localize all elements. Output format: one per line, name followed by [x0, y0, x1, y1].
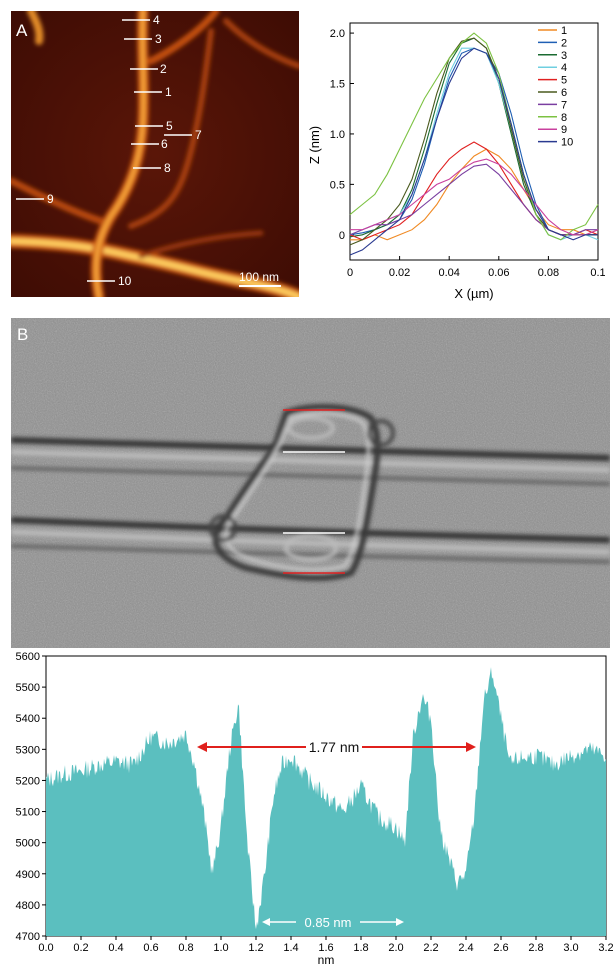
tem-image: B: [10, 318, 611, 648]
intensity-y-tick-label: 5400: [16, 713, 40, 725]
arrow-177-left-head: [197, 742, 207, 752]
tem-particle: [209, 403, 395, 581]
intensity-x-tick-label: 2.6: [493, 942, 508, 954]
intensity-y-tick-label: 4900: [16, 869, 40, 881]
afm-profile-lines: [16, 19, 281, 287]
profile-legend-label-6: 6: [561, 87, 567, 99]
afm-label-3: 3: [155, 32, 162, 46]
profile-legend-label-1: 1: [561, 25, 567, 37]
arrow-085-left-head: [262, 918, 270, 926]
profile-legend-label-2: 2: [561, 37, 567, 49]
afm-label-8: 8: [164, 161, 171, 175]
profile-x-tick-label: 0.06: [488, 267, 509, 279]
intensity-x-tick-label: 0.6: [143, 942, 158, 954]
intensity-axis-ticks: 0.0 0.2 0.4 0.6 0.8 1.0 1.2 1.4 1.6 1.8 2.0 2.2 2.4 2…: [16, 651, 613, 954]
afm-label-7: 7: [195, 128, 202, 142]
afm-image: 4 3 2 1 5 6 7 8 9 10 100 nm A: [4, 5, 306, 304]
profile-legend-label-5: 5: [561, 75, 567, 87]
intensity-x-tick-label: 3.0: [563, 942, 578, 954]
profile-series-line-8: [349, 32, 599, 241]
afm-scale-bar-label: 100 nm: [239, 270, 279, 284]
intensity-y-tick-label: 5200: [16, 775, 40, 787]
profile-chart-svg: 0 0.02 0.04 0.06 0.08 0.1 0 0.5 1.0 1.5 2.0 123456…: [307, 22, 606, 301]
panel-b-letter: B: [17, 325, 28, 344]
profile-x-tick-label: 0.02: [389, 267, 410, 279]
annotation-085-nm: 0.85 nm: [305, 915, 352, 930]
profile-y-tick-label: 1.5: [330, 79, 345, 91]
arrow-177-right-head: [466, 742, 476, 752]
intensity-x-tick-label: 3.2: [598, 942, 613, 954]
intensity-area: [46, 667, 606, 936]
intensity-chart: 0.0 0.2 0.4 0.6 0.8 1.0 1.2 1.4 1.6 1.8 2.0 2.2 2.4 2…: [0, 650, 613, 967]
profile-series-lines: [349, 32, 599, 256]
afm-label-4: 4: [153, 13, 160, 27]
profile-axis-ticks: 0 0.02 0.04 0.06 0.08 0.1 0 0.5 1.0 1.5 2.0: [330, 28, 606, 279]
intensity-y-tick-label: 5600: [16, 651, 40, 663]
intensity-y-tick-label: 4800: [16, 900, 40, 912]
profile-legend-label-7: 7: [561, 99, 567, 111]
profile-y-tick-label: 0.5: [330, 179, 345, 191]
intensity-y-tick-label: 4700: [16, 931, 40, 943]
intensity-chart-svg: 0.0 0.2 0.4 0.6 0.8 1.0 1.2 1.4 1.6 1.8 2.0 2.2 2.4 2…: [16, 651, 613, 967]
profile-legend-label-9: 9: [561, 124, 567, 136]
profile-y-tick-label: 0: [339, 230, 345, 242]
tem-image-svg: B: [10, 318, 611, 648]
afm-label-6: 6: [161, 137, 168, 151]
tem-measure-lines: [283, 409, 345, 574]
afm-label-10: 10: [118, 274, 132, 288]
intensity-x-tick-label: 1.8: [353, 942, 368, 954]
intensity-y-tick-label: 5100: [16, 807, 40, 819]
intensity-x-tick-label: 0.2: [73, 942, 88, 954]
profile-series-line-1: [350, 148, 599, 241]
profile-y-axis-label: Z (nm): [307, 126, 322, 164]
intensity-x-tick-label: 1.2: [248, 942, 263, 954]
intensity-y-tick-label: 5500: [16, 682, 40, 694]
profile-x-axis-label: X (µm): [454, 286, 493, 301]
profile-legend-label-3: 3: [561, 50, 567, 62]
intensity-x-axis-label: nm: [318, 953, 335, 967]
tem-noise: [11, 318, 610, 648]
intensity-x-tick-label: 2.4: [458, 942, 473, 954]
profile-y-tick-label: 1.0: [330, 129, 345, 141]
profile-legend-label-4: 4: [561, 62, 567, 74]
intensity-x-tick-label: 0.0: [38, 942, 53, 954]
intensity-x-tick-label: 2.2: [423, 942, 438, 954]
profile-x-tick-label: 0: [347, 267, 353, 279]
intensity-y-tick-label: 5000: [16, 838, 40, 850]
arrow-085-right-head: [396, 918, 404, 926]
profile-x-tick-label: 0.1: [590, 267, 605, 279]
profile-legend-label-8: 8: [561, 112, 567, 124]
intensity-x-tick-label: 0.4: [108, 942, 123, 954]
intensity-x-tick-label: 2.0: [388, 942, 403, 954]
intensity-x-tick-label: 1.4: [283, 942, 298, 954]
intensity-y-tick-label: 5300: [16, 744, 40, 756]
afm-label-9: 9: [47, 192, 54, 206]
afm-label-2: 2: [160, 62, 167, 76]
intensity-x-tick-label: 2.8: [528, 942, 543, 954]
profile-legend-label-10: 10: [561, 137, 573, 149]
intensity-x-tick-label: 0.8: [178, 942, 193, 954]
profile-x-tick-label: 0.04: [438, 267, 459, 279]
intensity-annotations: 1.77 nm 0.85 nm: [197, 739, 476, 930]
intensity-area-fill: [46, 667, 606, 936]
afm-label-5: 5: [166, 119, 173, 133]
afm-label-1: 1: [165, 85, 172, 99]
annotation-177-nm: 1.77 nm: [309, 739, 360, 755]
panel-a-letter: A: [16, 21, 28, 40]
profile-series-line-10: [349, 47, 598, 256]
profile-x-tick-label: 0.08: [538, 267, 559, 279]
profile-y-tick-label: 2.0: [330, 28, 345, 40]
profile-series-line-9: [350, 158, 599, 236]
intensity-x-tick-label: 1.6: [318, 942, 333, 954]
afm-fibers: [4, 5, 306, 304]
afm-image-svg: 4 3 2 1 5 6 7 8 9 10 100 nm A: [4, 5, 306, 304]
intensity-x-tick-label: 1.0: [213, 942, 228, 954]
afm-profile-labels: 4 3 2 1 5 6 7 8 9 10 100 nm A: [16, 13, 279, 288]
